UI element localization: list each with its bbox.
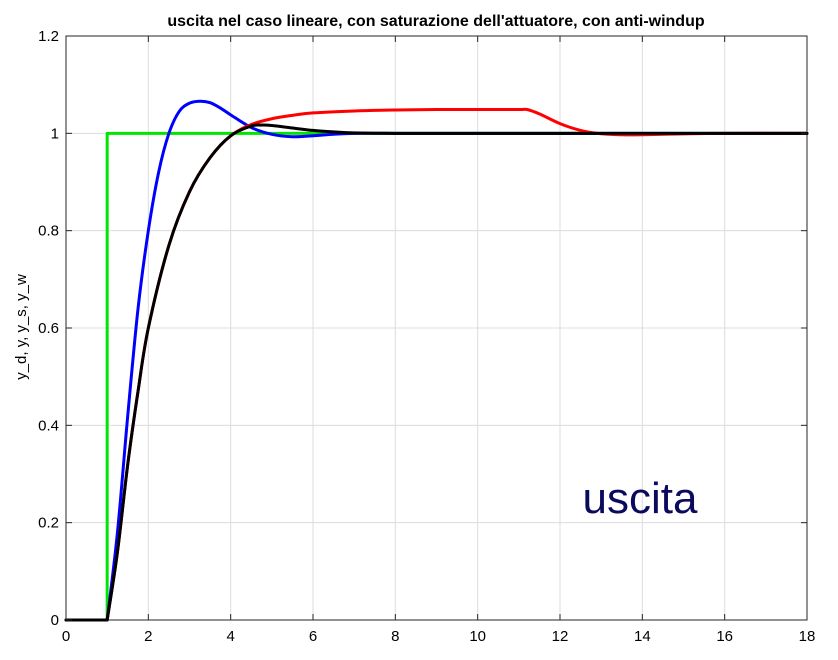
x-tick-label: 14	[634, 628, 651, 645]
series-black-antiwindup	[64, 123, 809, 622]
annotation-uscita: uscita	[583, 474, 698, 523]
series-red-saturation	[64, 107, 809, 622]
y-tick-label: 0	[51, 612, 59, 629]
y-tick-label: 0.6	[38, 320, 59, 337]
y-axis-label: y_d, y, y_s, y_w	[13, 274, 30, 380]
series-blue-linear	[64, 99, 809, 622]
y-tick-label: 1.2	[38, 28, 59, 45]
y-tick-label: 0.8	[38, 223, 59, 240]
tick-layer: 0 2 4 6 8 10 12 14 16 18 0 0.2 0.4 0.6 0.8 1 1.2	[38, 28, 815, 645]
x-tick-label: 0	[62, 628, 70, 645]
y-tick-label: 0.4	[38, 417, 59, 434]
x-tick-label: 12	[552, 628, 569, 645]
x-tick-label: 4	[226, 628, 234, 645]
chart-title: uscita nel caso lineare, con saturazione…	[167, 13, 704, 30]
x-tick-label: 16	[716, 628, 733, 645]
x-tick-label: 8	[391, 628, 399, 645]
y-tick-label: 0.2	[38, 515, 59, 532]
y-tick-label: 1	[51, 125, 59, 142]
grid	[66, 36, 807, 620]
series-step-reference	[64, 131, 809, 622]
x-tick-label: 6	[309, 628, 317, 645]
x-tick-label: 18	[799, 628, 816, 645]
x-tick-label: 10	[469, 628, 486, 645]
series-layer	[64, 99, 809, 622]
x-tick-label: 2	[144, 628, 152, 645]
